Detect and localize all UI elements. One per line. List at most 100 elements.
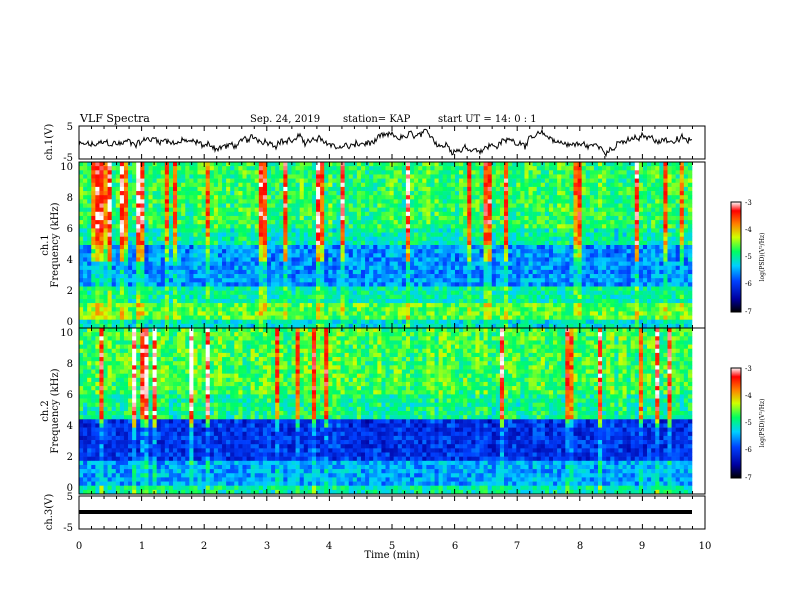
- spectrogram-cell: [659, 228, 664, 233]
- spectrogram-cell: [647, 182, 652, 188]
- spectrogram-cell: [119, 186, 125, 192]
- spectrogram-cell: [442, 228, 448, 233]
- spectrogram-cell: [234, 211, 239, 217]
- spectrogram-cell: [614, 245, 619, 250]
- spectrogram-cell: [401, 195, 407, 200]
- spectrogram-cell: [258, 174, 264, 179]
- spectrogram-cell: [675, 265, 681, 271]
- spectrogram-cell: [557, 162, 562, 167]
- spectrogram-cell: [516, 220, 521, 225]
- spectrogram-cell: [548, 274, 554, 279]
- spectrogram-cell: [438, 166, 444, 171]
- spectrogram-cell: [275, 199, 280, 204]
- spectrogram-cell: [630, 199, 636, 204]
- spectrogram-cell: [230, 253, 235, 258]
- spectrogram-cell: [213, 269, 219, 275]
- spectrogram-cell: [397, 186, 403, 192]
- spectrogram-cell: [307, 245, 313, 250]
- spectrogram-cell: [283, 166, 288, 171]
- spectrogram-cell: [642, 195, 648, 200]
- spectrogram-cell: [316, 274, 321, 279]
- spectrogram-cell: [651, 224, 656, 229]
- spectrogram-cell: [508, 203, 513, 208]
- spectrogram-cell: [512, 186, 517, 192]
- spectrogram-cell: [123, 166, 129, 171]
- spectrogram-cell: [258, 207, 264, 213]
- spectrogram-cell: [569, 178, 574, 184]
- spectrogram-cell: [561, 228, 566, 233]
- spectrogram-cell: [565, 282, 570, 287]
- spectrogram-cell: [352, 249, 358, 254]
- spectrogram-cell: [205, 261, 211, 267]
- spectrogram-cell: [217, 298, 223, 304]
- spectrogram-cell: [536, 186, 542, 192]
- spectrogram-cell: [659, 162, 664, 167]
- spectrogram-cell: [123, 178, 129, 184]
- spectrogram-cell: [299, 195, 305, 200]
- spectrogram-cell: [491, 228, 497, 233]
- spectrogram-cell: [618, 278, 623, 283]
- spectrogram-cell: [307, 215, 313, 221]
- spectrogram-cell: [152, 294, 157, 300]
- spectrogram-cell: [275, 290, 280, 296]
- spectrogram-cell: [287, 249, 292, 254]
- spectrogram-cell: [209, 220, 215, 225]
- spectrogram-cell: [103, 274, 108, 279]
- spectrogram-cell: [365, 290, 370, 296]
- spectrogram-cell: [303, 195, 309, 200]
- spectrogram-cell: [168, 199, 174, 204]
- spectrogram-cell: [222, 298, 227, 304]
- spectrogram-cell: [250, 274, 256, 279]
- spectrogram-cell: [499, 166, 505, 171]
- spectrogram-cell: [373, 245, 378, 250]
- spectrogram-cell: [495, 162, 501, 167]
- spectrogram-cell: [642, 249, 648, 254]
- spectrogram-cell: [303, 240, 309, 246]
- spectrogram-cell: [598, 211, 603, 217]
- spectrogram-cell: [238, 274, 243, 279]
- spectrogram-cell: [250, 162, 256, 167]
- spectrogram-cell: [389, 195, 394, 200]
- spectrogram-cell: [581, 253, 587, 258]
- spectrogram-cell: [528, 245, 533, 250]
- spectrogram-cell: [483, 261, 488, 267]
- spectrogram-cell: [622, 170, 627, 175]
- spectrogram-cell: [172, 224, 178, 229]
- spectrogram-cell: [107, 298, 112, 304]
- spectrogram-cell: [385, 186, 390, 192]
- spectrogram-cell: [512, 294, 517, 300]
- spectrogram-cell: [271, 224, 276, 229]
- spectrogram-cell: [283, 203, 288, 208]
- spectrogram-cell: [450, 245, 456, 250]
- spectrogram-cell: [548, 261, 554, 267]
- spectrogram-cell: [348, 240, 354, 246]
- spectrogram-cell: [487, 232, 493, 237]
- spectrogram-cell: [634, 249, 640, 254]
- spectrogram-cell: [524, 232, 529, 237]
- spectrogram-cell: [250, 240, 256, 246]
- spectrogram-cell: [438, 278, 444, 283]
- spectrogram-cell: [610, 203, 615, 208]
- spectrogram-cell: [463, 199, 468, 204]
- spectrogram-cell: [405, 215, 411, 221]
- spectrogram-cell: [638, 286, 644, 291]
- spectrogram-cell: [291, 191, 296, 196]
- spectrogram-cell: [561, 220, 566, 225]
- spectrogram-cell: [385, 274, 390, 279]
- spectrogram-cell: [491, 274, 497, 279]
- spectrogram-cell: [160, 253, 166, 258]
- spectrogram-cell: [197, 249, 202, 254]
- spectrogram-cell: [512, 257, 517, 262]
- spectrogram-cell: [152, 199, 157, 204]
- spectrogram-cell: [262, 261, 268, 267]
- spectrogram-cell: [381, 278, 386, 283]
- spectrogram-cell: [512, 191, 517, 196]
- spectrogram-cell: [356, 294, 362, 300]
- spectrogram-cell: [561, 274, 566, 279]
- spectrogram-cell: [618, 220, 623, 225]
- spectrogram-cell: [295, 178, 300, 184]
- spectrogram-cell: [246, 286, 251, 291]
- spectrogram-cell: [279, 162, 284, 167]
- spectrogram-cell: [667, 207, 672, 213]
- spectrogram-cell: [209, 249, 215, 254]
